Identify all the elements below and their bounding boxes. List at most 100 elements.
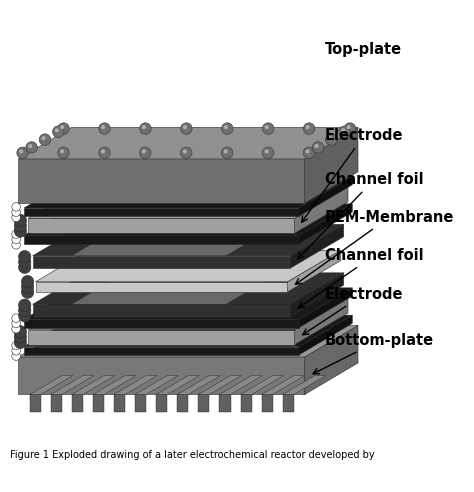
Circle shape [221, 147, 233, 158]
Polygon shape [199, 395, 210, 412]
Polygon shape [177, 395, 188, 412]
Circle shape [101, 125, 105, 129]
Circle shape [12, 230, 20, 239]
Text: Figure 1 Exploded drawing of a later electrochemical reactor developed by: Figure 1 Exploded drawing of a later ele… [9, 450, 374, 460]
Polygon shape [24, 315, 352, 347]
Text: PEM-Membrane: PEM-Membrane [295, 210, 454, 284]
Circle shape [344, 123, 356, 134]
Polygon shape [24, 204, 352, 235]
Circle shape [14, 336, 27, 348]
Polygon shape [156, 395, 167, 412]
Polygon shape [305, 325, 358, 395]
Circle shape [21, 281, 34, 293]
Polygon shape [71, 273, 279, 305]
Circle shape [140, 123, 151, 134]
Polygon shape [36, 282, 288, 292]
Circle shape [341, 128, 345, 132]
Circle shape [14, 219, 27, 232]
Circle shape [346, 125, 351, 129]
Polygon shape [33, 224, 344, 256]
Circle shape [262, 147, 274, 158]
Polygon shape [135, 395, 146, 412]
Circle shape [99, 147, 110, 158]
Polygon shape [24, 235, 299, 244]
Polygon shape [262, 395, 273, 412]
Circle shape [14, 331, 27, 343]
Polygon shape [295, 187, 348, 233]
Polygon shape [28, 187, 348, 218]
Circle shape [326, 134, 337, 145]
Circle shape [306, 125, 310, 129]
Polygon shape [18, 357, 305, 395]
Polygon shape [28, 298, 348, 330]
Polygon shape [24, 208, 299, 216]
Circle shape [60, 125, 64, 129]
Polygon shape [114, 395, 125, 412]
Circle shape [21, 286, 34, 298]
Polygon shape [291, 224, 344, 268]
Polygon shape [33, 256, 291, 268]
Circle shape [183, 125, 187, 129]
Circle shape [263, 123, 274, 134]
Polygon shape [18, 159, 305, 203]
Circle shape [139, 147, 151, 158]
Circle shape [60, 150, 64, 154]
Polygon shape [114, 375, 157, 395]
Polygon shape [199, 375, 241, 395]
Circle shape [99, 123, 110, 134]
Circle shape [12, 319, 20, 328]
Polygon shape [299, 288, 352, 328]
Polygon shape [28, 218, 295, 233]
Circle shape [18, 305, 31, 317]
Polygon shape [30, 375, 73, 395]
Circle shape [224, 125, 228, 129]
Polygon shape [24, 319, 299, 328]
Circle shape [18, 256, 31, 268]
Text: Channel foil: Channel foil [298, 248, 423, 308]
Circle shape [12, 352, 20, 360]
Polygon shape [24, 347, 299, 355]
Polygon shape [51, 395, 62, 412]
Circle shape [12, 213, 20, 222]
Polygon shape [93, 395, 104, 412]
Circle shape [18, 250, 31, 263]
Circle shape [12, 346, 20, 355]
Polygon shape [71, 224, 279, 256]
Circle shape [28, 144, 32, 148]
Polygon shape [72, 395, 83, 412]
Polygon shape [283, 375, 326, 395]
Circle shape [12, 314, 20, 322]
Circle shape [18, 309, 31, 322]
Circle shape [264, 150, 269, 154]
Polygon shape [36, 250, 341, 282]
Polygon shape [240, 395, 252, 412]
Polygon shape [240, 375, 283, 395]
Circle shape [142, 125, 146, 129]
Circle shape [224, 150, 228, 154]
Polygon shape [219, 395, 230, 412]
Circle shape [39, 134, 51, 145]
Circle shape [58, 147, 69, 158]
Circle shape [12, 241, 20, 249]
Text: Channel foil: Channel foil [298, 172, 423, 259]
Polygon shape [33, 305, 291, 317]
Text: Electrode: Electrode [301, 128, 403, 222]
Polygon shape [288, 250, 341, 292]
Polygon shape [177, 375, 220, 395]
Text: Bottom-plate: Bottom-plate [313, 333, 434, 374]
Circle shape [181, 123, 192, 134]
Text: Electrode: Electrode [303, 287, 403, 335]
Polygon shape [156, 375, 199, 395]
Circle shape [303, 147, 315, 158]
Polygon shape [28, 330, 295, 344]
Circle shape [18, 299, 31, 311]
Circle shape [328, 136, 332, 140]
Polygon shape [299, 315, 352, 355]
Circle shape [12, 341, 20, 350]
Polygon shape [295, 298, 348, 344]
Polygon shape [51, 375, 94, 395]
Polygon shape [299, 177, 352, 216]
Circle shape [183, 150, 187, 154]
Circle shape [58, 123, 69, 134]
Circle shape [14, 215, 27, 227]
